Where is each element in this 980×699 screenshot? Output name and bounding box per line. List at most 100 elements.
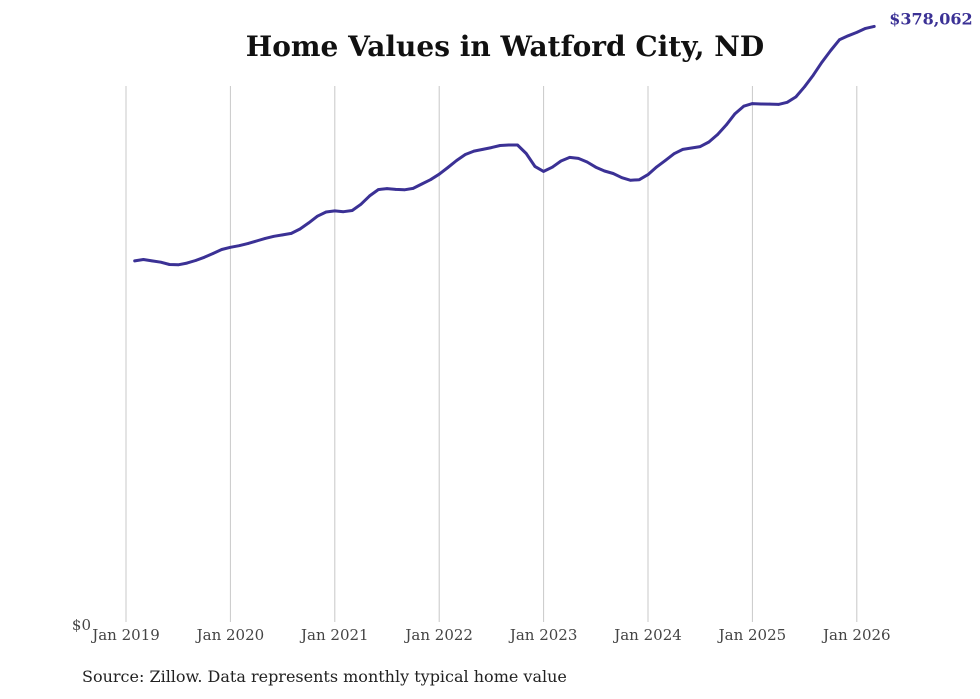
data-point: [411, 187, 415, 190]
data-point: [455, 159, 458, 162]
data-point: [385, 187, 389, 190]
x-tick-label: Jan 2026: [821, 626, 891, 644]
data-point: [237, 244, 241, 247]
data-point: [420, 182, 424, 186]
data-point: [794, 95, 798, 99]
data-point: [611, 172, 615, 175]
data-point: [725, 123, 728, 127]
data-point: [646, 173, 650, 176]
data-point: [603, 169, 606, 173]
data-point: [655, 165, 658, 169]
data-point: [498, 144, 502, 147]
data-point: [281, 233, 284, 237]
data-point: [585, 160, 589, 164]
data-point: [533, 165, 537, 168]
data-point: [211, 252, 215, 255]
data-point: [803, 85, 806, 88]
data-point: [559, 159, 563, 163]
data-point: [290, 232, 293, 235]
data-point: [777, 103, 780, 106]
data-point: [742, 104, 745, 108]
series-layer: [133, 24, 876, 267]
data-point: [342, 210, 345, 213]
data-point: [220, 248, 223, 251]
data-point: [551, 165, 554, 169]
series-line: [133, 24, 876, 267]
data-point: [629, 179, 632, 182]
source-note: Source: Zillow. Data represents monthly …: [82, 667, 567, 686]
data-point: [751, 102, 754, 105]
x-tick-label: Jan 2023: [508, 626, 578, 644]
data-point: [185, 261, 189, 265]
data-point: [698, 145, 702, 148]
data-point: [429, 178, 432, 181]
data-point: [690, 146, 693, 150]
data-point: [620, 176, 624, 179]
data-point: [481, 148, 485, 151]
data-point: [820, 60, 824, 64]
labels-layer: Jan 2019 Jan 2020 Jan 2021 Jan 2022 Jan 2023…: [72, 9, 973, 644]
data-point: [368, 194, 371, 198]
data-point: [516, 143, 519, 147]
data-point: [490, 146, 493, 149]
data-point: [133, 259, 136, 263]
data-point: [437, 172, 441, 176]
data-point: [524, 152, 528, 155]
data-point: [263, 237, 267, 240]
chart-title: Home Values in Watford City, ND: [245, 30, 765, 63]
data-point: [872, 25, 876, 28]
data-point: [812, 73, 815, 77]
data-point: [394, 188, 398, 191]
data-point: [446, 166, 450, 169]
x-tick-label: Jan 2024: [612, 626, 682, 644]
data-point: [159, 260, 163, 264]
data-point: [785, 101, 789, 104]
data-point: [176, 263, 180, 267]
data-point: [150, 259, 154, 263]
end-value-label: $378,062: [889, 9, 973, 28]
x-tick-label: Jan 2019: [90, 626, 160, 644]
data-point: [507, 143, 511, 147]
data-point: [664, 159, 667, 162]
data-point: [272, 235, 276, 238]
x-tick-label: Jan 2025: [717, 626, 787, 644]
data-point: [838, 38, 841, 42]
data-point: [759, 102, 763, 106]
data-point: [472, 149, 476, 153]
data-point: [542, 170, 545, 173]
data-point: [142, 258, 145, 261]
data-point: [350, 209, 354, 212]
data-point: [307, 221, 311, 225]
data-point: [829, 49, 832, 52]
data-point: [846, 34, 850, 38]
data-point: [855, 31, 859, 34]
data-point: [333, 209, 337, 213]
x-tick-label: Jan 2020: [195, 626, 265, 644]
data-point: [255, 239, 258, 243]
gridlines: [125, 86, 858, 622]
x-tick-label: Jan 2022: [403, 626, 473, 644]
data-point: [316, 214, 319, 218]
data-point: [203, 255, 206, 259]
data-point: [229, 246, 232, 249]
data-point: [464, 153, 467, 156]
data-point: [707, 140, 711, 144]
data-point: [359, 203, 363, 206]
data-point: [638, 178, 641, 181]
y-tick-label: $0: [72, 616, 91, 634]
data-point: [716, 133, 719, 136]
data-point: [594, 165, 598, 169]
data-point: [568, 156, 571, 159]
data-point: [168, 263, 171, 266]
data-point: [864, 27, 867, 30]
data-point: [377, 188, 380, 191]
data-point: [577, 157, 580, 160]
data-point: [681, 148, 685, 151]
data-point: [324, 210, 328, 214]
data-point: [298, 227, 302, 231]
data-point: [403, 188, 406, 192]
data-point: [733, 112, 737, 115]
data-point: [672, 152, 676, 155]
data-point: [768, 102, 772, 106]
